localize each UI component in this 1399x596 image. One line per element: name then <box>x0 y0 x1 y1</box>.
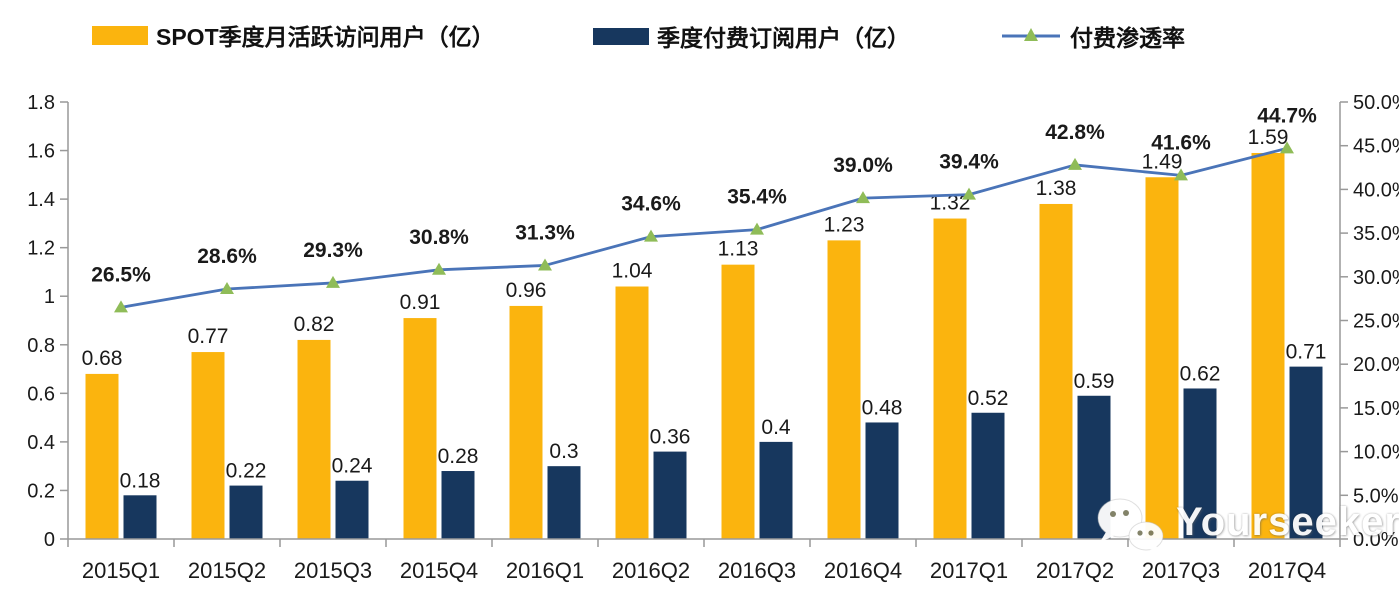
penetration-legend-label: 付费渗透率 <box>1070 25 1185 51</box>
svg-text:29.3%: 29.3% <box>303 239 363 262</box>
mau-legend-swatch <box>92 25 148 45</box>
svg-text:1.59: 1.59 <box>1248 126 1289 149</box>
svg-text:0.91: 0.91 <box>400 291 441 314</box>
svg-text:2016Q3: 2016Q3 <box>718 558 796 583</box>
mau-legend-label: SPOT季度月活跃访问用户（亿） <box>156 24 495 50</box>
svg-text:1.04: 1.04 <box>612 260 653 283</box>
svg-text:35.4%: 35.4% <box>727 186 787 209</box>
svg-text:0.24: 0.24 <box>332 455 373 478</box>
svg-text:0.6: 0.6 <box>27 383 55 405</box>
svg-text:2015Q2: 2015Q2 <box>188 558 266 583</box>
svg-text:0.18: 0.18 <box>120 469 161 492</box>
svg-text:20.0%: 20.0% <box>1353 354 1399 376</box>
svg-text:10.0%: 10.0% <box>1353 442 1399 464</box>
svg-text:2015Q4: 2015Q4 <box>400 558 478 583</box>
svg-text:1.49: 1.49 <box>1142 150 1183 173</box>
legend-item-subscribers: 季度付费订阅用户（亿） <box>593 19 910 53</box>
svg-text:1.13: 1.13 <box>718 238 759 261</box>
svg-text:1.38: 1.38 <box>1036 177 1077 200</box>
svg-text:25.0%: 25.0% <box>1353 311 1399 333</box>
svg-text:1.23: 1.23 <box>824 213 865 236</box>
svg-text:28.6%: 28.6% <box>197 245 257 268</box>
svg-text:0.0%: 0.0% <box>1353 529 1399 551</box>
svg-text:5.0%: 5.0% <box>1353 485 1399 507</box>
svg-text:45.0%: 45.0% <box>1353 136 1399 158</box>
svg-text:0.4: 0.4 <box>761 416 791 439</box>
svg-text:1: 1 <box>44 286 55 308</box>
svg-text:2015Q1: 2015Q1 <box>82 558 160 583</box>
svg-text:39.4%: 39.4% <box>939 151 999 174</box>
svg-text:1.32: 1.32 <box>930 192 971 215</box>
svg-text:2017Q3: 2017Q3 <box>1142 558 1220 583</box>
legend-item-mau: SPOT季度月活跃访问用户（亿） <box>92 18 495 52</box>
svg-text:39.0%: 39.0% <box>833 154 893 177</box>
svg-text:0.52: 0.52 <box>968 387 1009 410</box>
svg-text:50.0%: 50.0% <box>1353 92 1399 114</box>
svg-text:0.2: 0.2 <box>27 480 55 502</box>
line-marker-icon <box>1002 28 1060 41</box>
svg-text:44.7%: 44.7% <box>1257 104 1317 127</box>
svg-text:31.3%: 31.3% <box>515 221 575 244</box>
svg-text:0.62: 0.62 <box>1180 362 1221 385</box>
svg-text:0.28: 0.28 <box>438 445 479 468</box>
svg-text:1.6: 1.6 <box>27 141 55 163</box>
svg-text:0.77: 0.77 <box>188 325 229 348</box>
svg-text:0.3: 0.3 <box>549 440 578 463</box>
svg-text:1.2: 1.2 <box>27 238 55 260</box>
svg-text:0.68: 0.68 <box>82 347 123 370</box>
svg-text:2016Q4: 2016Q4 <box>824 558 902 583</box>
svg-text:2017Q4: 2017Q4 <box>1248 558 1326 583</box>
svg-text:0.71: 0.71 <box>1286 341 1327 364</box>
svg-text:0.96: 0.96 <box>506 279 547 302</box>
subscribers-legend-swatch <box>593 27 649 45</box>
svg-text:0.36: 0.36 <box>650 426 691 449</box>
svg-text:26.5%: 26.5% <box>91 263 151 286</box>
svg-text:1.8: 1.8 <box>27 92 55 114</box>
svg-text:34.6%: 34.6% <box>621 193 681 216</box>
svg-text:35.0%: 35.0% <box>1353 223 1399 245</box>
svg-text:0: 0 <box>44 529 55 551</box>
svg-text:0.59: 0.59 <box>1074 370 1115 393</box>
svg-text:0.4: 0.4 <box>27 432 55 454</box>
svg-text:2016Q1: 2016Q1 <box>506 558 584 583</box>
svg-text:40.0%: 40.0% <box>1353 179 1399 201</box>
svg-text:0.22: 0.22 <box>226 460 267 483</box>
svg-text:2015Q3: 2015Q3 <box>294 558 372 583</box>
svg-text:0.82: 0.82 <box>294 313 335 336</box>
svg-text:41.6%: 41.6% <box>1151 131 1211 154</box>
svg-text:30.0%: 30.0% <box>1353 267 1399 289</box>
svg-text:0.8: 0.8 <box>27 335 55 357</box>
legend-item-penetration: 付费渗透率 <box>1000 19 1185 53</box>
svg-text:42.8%: 42.8% <box>1045 121 1105 144</box>
svg-text:2016Q2: 2016Q2 <box>612 558 690 583</box>
svg-text:30.8%: 30.8% <box>409 226 469 249</box>
subscribers-legend-label: 季度付费订阅用户（亿） <box>657 25 910 51</box>
svg-text:2017Q2: 2017Q2 <box>1036 558 1114 583</box>
svg-text:15.0%: 15.0% <box>1353 398 1399 420</box>
svg-text:0.48: 0.48 <box>862 396 903 419</box>
svg-text:2017Q1: 2017Q1 <box>930 558 1008 583</box>
svg-text:1.4: 1.4 <box>27 189 55 211</box>
